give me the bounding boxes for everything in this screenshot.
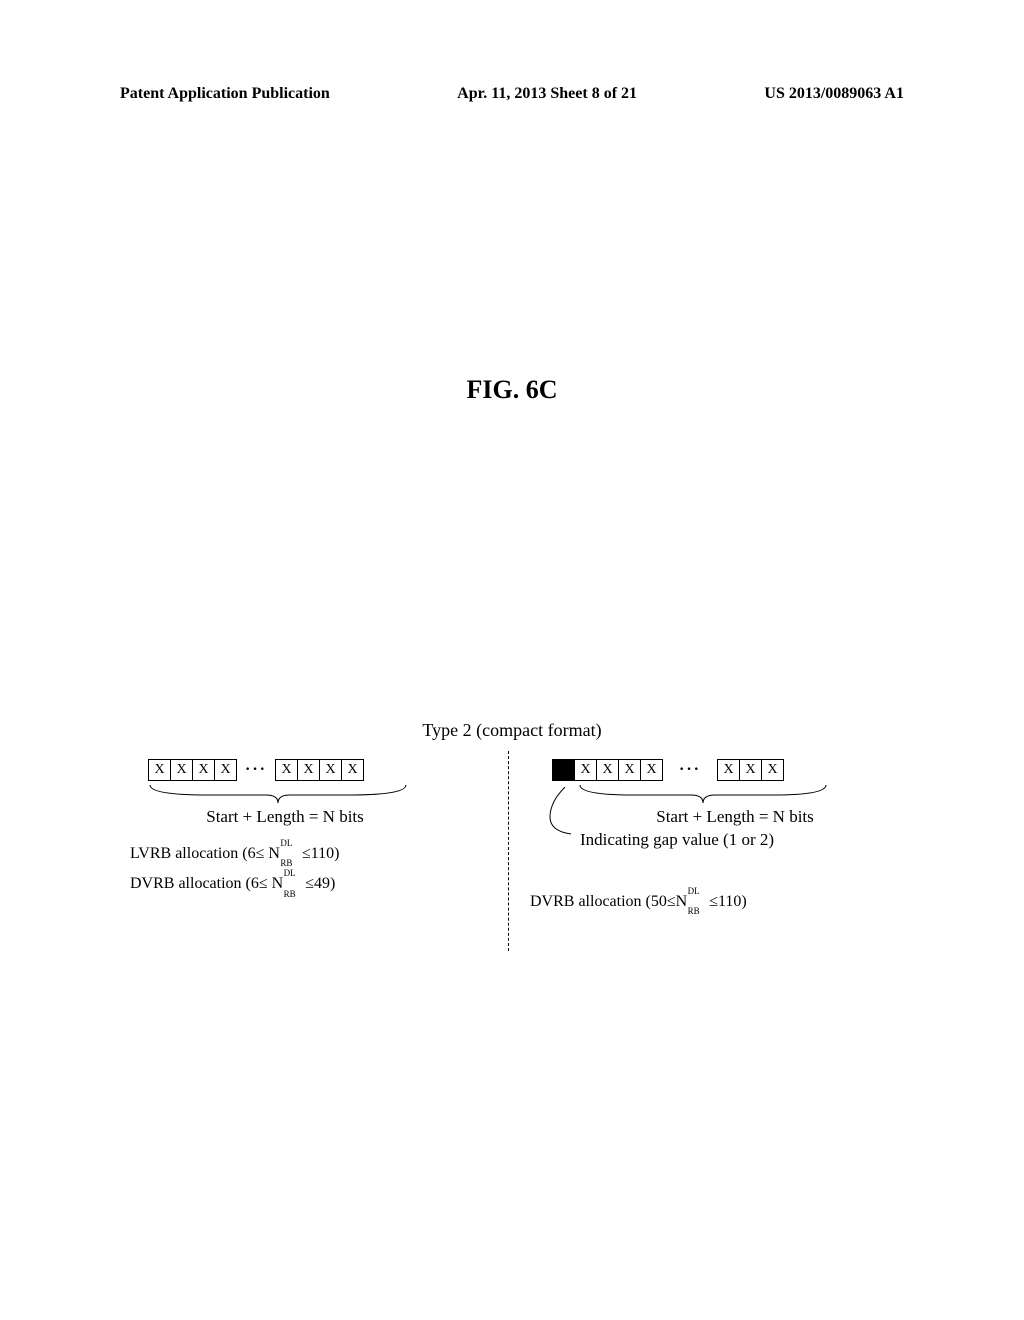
bit-cell: X [740, 759, 762, 781]
left-bitgroup-1: X X X X [148, 759, 237, 781]
gap-indicator-arc [545, 787, 585, 847]
right-panel: X X X X ··· X X X Start + Length = N bit… [530, 755, 900, 917]
bit-cell: X [762, 759, 784, 781]
brace-down-icon [578, 781, 828, 805]
right-alloc-lines: DVRB allocation (50≤NDLRB ≤110) [530, 887, 900, 917]
nrb-symbol: NDLRB [272, 869, 284, 899]
bit-cell: X [619, 759, 641, 781]
header-right: US 2013/0089063 A1 [764, 85, 904, 103]
left-bitgroup-2: X X X X [275, 759, 364, 781]
left-bit-row: X X X X ··· X X X X [148, 759, 500, 781]
ellipsis-icon: ··· [679, 761, 701, 779]
vertical-divider [508, 751, 509, 951]
right-brace [530, 781, 900, 805]
figure-title: FIG. 6C [0, 375, 1024, 405]
bit-cell: X [215, 759, 237, 781]
dvrb-allocation-line: DVRB allocation (6≤ NDLRB ≤49) [130, 869, 500, 899]
bit-cell: X [298, 759, 320, 781]
dvrb-allocation-line-right: DVRB allocation (50≤NDLRB ≤110) [530, 887, 900, 917]
page-header: Patent Application Publication Apr. 11, … [0, 85, 1024, 103]
nrb-symbol: NDLRB [268, 839, 280, 869]
left-brace-label: Start + Length = N bits [130, 807, 440, 827]
gap-label: Indicating gap value (1 or 2) [580, 830, 774, 850]
gap-bit-cell [553, 759, 575, 781]
left-brace [130, 781, 500, 805]
bit-cell: X [342, 759, 364, 781]
bit-cell: X [276, 759, 298, 781]
right-bit-row: X X X X ··· X X X [552, 759, 900, 781]
bit-cell: X [320, 759, 342, 781]
brace-down-icon [148, 781, 408, 805]
lvrb-allocation-line: LVRB allocation (6≤ NDLRB ≤110) [130, 839, 500, 869]
bit-cell: X [193, 759, 215, 781]
left-panel: X X X X ··· X X X X Start + Length = N b… [130, 755, 500, 900]
nrb-symbol: NDLRB [676, 887, 688, 917]
right-bitgroup-2: X X X [717, 759, 784, 781]
bit-cell: X [718, 759, 740, 781]
bit-cell: X [171, 759, 193, 781]
bit-cell: X [597, 759, 619, 781]
bit-cell: X [641, 759, 663, 781]
bit-cell: X [575, 759, 597, 781]
header-center: Apr. 11, 2013 Sheet 8 of 21 [457, 85, 637, 103]
bit-cell: X [149, 759, 171, 781]
arc-down-icon [545, 787, 585, 842]
format-label: Type 2 (compact format) [0, 720, 1024, 741]
right-brace-label: Start + Length = N bits [570, 807, 900, 827]
left-alloc-lines: LVRB allocation (6≤ NDLRB ≤110) DVRB all… [130, 839, 500, 900]
header-left: Patent Application Publication [120, 85, 330, 103]
ellipsis-icon: ··· [245, 761, 267, 779]
right-bitgroup-1: X X X X [552, 759, 663, 781]
